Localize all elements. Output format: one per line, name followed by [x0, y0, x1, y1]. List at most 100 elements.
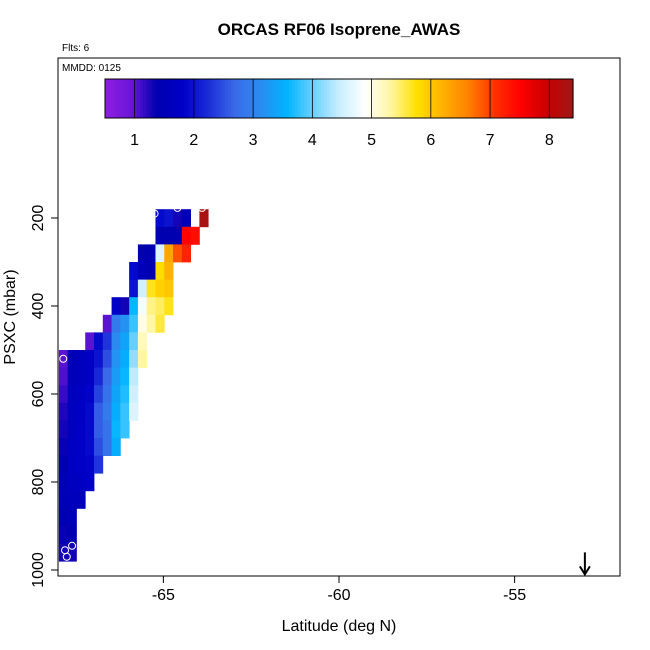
colorbar-segment — [379, 79, 384, 118]
x-tick-label: -55 — [503, 587, 526, 604]
colorbar-segment — [365, 79, 369, 118]
heatmap-cell — [102, 350, 112, 368]
colorbar-segment — [494, 79, 498, 118]
colorbar-segment — [134, 79, 138, 118]
heatmap-cell — [181, 209, 191, 228]
y-axis: 200 400 600 800 1000 — [30, 205, 58, 588]
colorbar-segment — [543, 79, 548, 118]
heatmap-cell — [67, 543, 77, 562]
heatmap-cell — [58, 490, 69, 509]
colorbar-segment — [254, 79, 258, 118]
colorbar-tick-label: 5 — [367, 132, 376, 149]
colorbar-segment — [154, 79, 159, 118]
colorbar-segment — [145, 79, 150, 118]
colorbar-segment — [406, 79, 410, 118]
colorbar-segment — [567, 79, 571, 118]
sample-point — [173, 203, 182, 212]
heatmap-cell — [76, 350, 86, 368]
x-tick-label: -65 — [152, 587, 175, 604]
heatmap-cell — [111, 350, 121, 368]
colorbar-segment — [420, 79, 425, 118]
colorbar-segment — [482, 79, 486, 118]
colorbar-segment — [350, 79, 355, 118]
heatmap-cell — [67, 420, 77, 439]
colorbar-segment — [537, 79, 542, 118]
heatmap-cell — [155, 279, 165, 298]
colorbar-segment — [546, 79, 551, 118]
colorbar-segment — [534, 79, 539, 118]
heatmap-cell — [76, 367, 86, 386]
colorbar-segment — [143, 79, 147, 118]
heatmap-cell — [94, 367, 104, 386]
colorbar-segment — [286, 79, 290, 118]
colorbar-segment — [456, 79, 460, 118]
colorbar-segment — [438, 79, 442, 118]
colorbar-segment — [318, 79, 323, 118]
x-tick-label: -60 — [327, 587, 350, 604]
heatmap-cell — [94, 332, 104, 351]
heatmap-cell — [76, 455, 86, 474]
colorbar-segment — [476, 79, 480, 118]
colorbar-segment — [473, 79, 478, 118]
heatmap-cell — [111, 367, 121, 386]
heatmap-cell — [67, 350, 77, 368]
colorbar-segment — [198, 79, 203, 118]
colorbar-segment — [292, 79, 296, 118]
colorbar-segment — [271, 79, 276, 118]
heatmap-cell — [137, 297, 148, 316]
colorbar-segment — [160, 79, 165, 118]
heatmap-cell — [120, 350, 130, 368]
heatmap-cell — [67, 473, 77, 492]
heatmap-cell — [164, 244, 174, 263]
heatmap-cell — [137, 244, 148, 263]
heatmap-cell — [155, 314, 165, 333]
colorbar-segment — [532, 79, 536, 118]
colorbar-segment — [388, 79, 393, 118]
colorbar-segment — [157, 79, 162, 118]
colorbar-segment — [233, 79, 238, 118]
heatmap-cell — [146, 262, 156, 280]
colorbar-segment — [125, 79, 129, 118]
heatmap-cell — [58, 508, 69, 527]
heatmap-cell — [76, 438, 86, 456]
heatmap-cell — [58, 350, 69, 368]
heatmap-cell — [173, 226, 183, 245]
sample-point — [68, 541, 77, 550]
colorbar-segment — [523, 79, 527, 118]
heatmap-cell — [94, 438, 104, 456]
x-axis: -65 -60 -55 — [152, 576, 526, 604]
colorbar-segment — [303, 79, 308, 118]
colorbar-segment — [210, 79, 214, 118]
heatmap-cell — [129, 350, 139, 368]
colorbar-segment — [166, 79, 170, 118]
colorbar-segment — [412, 79, 416, 118]
colorbar-segment — [570, 79, 574, 118]
heatmap-cell — [58, 473, 69, 492]
heatmap-cell — [58, 455, 69, 474]
heatmap-cell — [137, 314, 148, 333]
heatmap-cell — [164, 226, 174, 245]
colorbar-segment — [344, 79, 349, 118]
colorbar-segment — [359, 79, 363, 118]
colorbar-segment — [274, 79, 279, 118]
colorbar-segment — [432, 79, 437, 118]
heatmap-cell — [137, 279, 148, 298]
heatmap-cell — [67, 438, 77, 456]
colorbar-segment — [172, 79, 176, 118]
colorbar-segment — [330, 79, 334, 118]
colorbar-segment — [295, 79, 299, 118]
colorbar-segment — [169, 79, 173, 118]
colorbar-segment — [183, 79, 188, 118]
colorbar-segment — [119, 79, 124, 118]
heatmap-cell — [102, 314, 112, 333]
heatmap-cell — [94, 420, 104, 439]
heatmap-cell — [58, 385, 69, 404]
heatmap-cell — [164, 209, 174, 228]
arrow-head — [579, 565, 591, 577]
colorbar-segment — [239, 79, 244, 118]
colorbar-segment — [260, 79, 264, 118]
heatmap-cell — [67, 490, 77, 509]
sample-point — [198, 203, 207, 212]
heatmap-cell — [58, 526, 69, 544]
